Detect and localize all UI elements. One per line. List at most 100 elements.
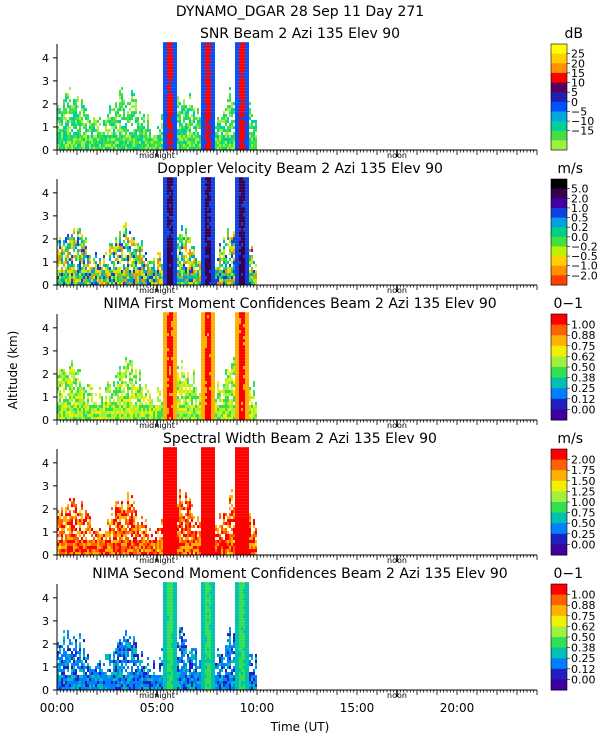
heatmap-cell	[195, 390, 197, 393]
heatmap-cell	[253, 261, 255, 264]
heatmap-cell	[167, 360, 169, 364]
heatmap-cell	[85, 126, 87, 129]
heatmap-cell	[231, 270, 233, 273]
heatmap-cell	[207, 348, 209, 352]
heatmap-cell	[59, 135, 61, 138]
heatmap-cell	[213, 339, 215, 343]
heatmap-cell	[157, 258, 159, 261]
heatmap-cell	[201, 360, 203, 364]
heatmap-cell	[159, 417, 161, 420]
heatmap-cell	[69, 273, 71, 276]
heatmap-cell	[133, 237, 135, 241]
heatmap-cell	[195, 144, 197, 147]
heatmap-cell	[87, 279, 89, 282]
heatmap-cell	[237, 93, 239, 97]
heatmap-cell	[81, 390, 83, 393]
heatmap-cell	[169, 201, 171, 205]
heatmap-cell	[207, 270, 209, 273]
heatmap-cell	[105, 144, 107, 147]
heatmap-cell	[173, 189, 175, 193]
heatmap-cell	[89, 123, 91, 126]
heatmap-cell	[149, 267, 151, 270]
heatmap-cell	[211, 348, 213, 352]
heatmap-cell	[205, 243, 207, 247]
heatmap-cell	[133, 279, 135, 282]
heatmap-cell	[119, 267, 121, 270]
heatmap-cell	[239, 207, 241, 211]
heatmap-cell	[141, 408, 143, 411]
heatmap-cell	[101, 279, 103, 282]
heatmap-cell	[191, 276, 193, 279]
heatmap-cell	[223, 276, 225, 279]
heatmap-cell	[111, 132, 113, 135]
heatmap-cell	[173, 357, 175, 361]
heatmap-cell	[115, 405, 117, 408]
heatmap-cell	[59, 279, 61, 282]
heatmap-cell	[247, 54, 249, 58]
heatmap-cell	[205, 363, 207, 367]
heatmap-cell	[77, 282, 79, 285]
heatmap-cell	[89, 393, 91, 396]
heatmap-cell	[201, 387, 203, 390]
heatmap-cell	[117, 279, 119, 282]
heatmap-cell	[165, 336, 167, 340]
heatmap-cell	[171, 126, 173, 129]
heatmap-cell	[173, 315, 175, 319]
heatmap-cell	[243, 141, 245, 144]
heatmap-cell	[75, 243, 77, 247]
heatmap-cell	[79, 141, 81, 144]
heatmap-cell	[143, 399, 145, 402]
heatmap-cell	[209, 399, 211, 402]
heatmap-cell	[93, 402, 95, 405]
heatmap-cell	[125, 357, 127, 361]
heatmap-cell	[155, 141, 157, 144]
heatmap-cell	[245, 258, 247, 261]
heatmap-cell	[225, 120, 227, 123]
heatmap-cell	[221, 120, 223, 123]
heatmap-cell	[95, 402, 97, 405]
heatmap-cell	[211, 132, 213, 135]
heatmap-cell	[63, 402, 65, 405]
heatmap-cell	[169, 84, 171, 88]
heatmap-cell	[235, 234, 237, 238]
heatmap-cell	[97, 282, 99, 285]
heatmap-cell	[121, 378, 123, 382]
heatmap-cell	[141, 402, 143, 405]
heatmap-cell	[71, 123, 73, 126]
heatmap-cell	[217, 270, 219, 273]
heatmap-cell	[247, 246, 249, 250]
heatmap-cell	[147, 270, 149, 273]
heatmap-cell	[213, 81, 215, 85]
heatmap-cell	[165, 375, 167, 379]
heatmap-cell	[179, 252, 181, 255]
heatmap-cell	[73, 126, 75, 129]
heatmap-cell	[169, 360, 171, 364]
heatmap-cell	[169, 240, 171, 244]
heatmap-cell	[199, 138, 201, 141]
heatmap-cell	[113, 405, 115, 408]
heatmap-cell	[121, 96, 123, 100]
heatmap-cell	[203, 213, 205, 217]
heatmap-cell	[251, 282, 253, 285]
heatmap-cell	[79, 276, 81, 279]
heatmap-cell	[209, 234, 211, 238]
heatmap-cell	[59, 375, 61, 379]
heatmap-cell	[213, 354, 215, 358]
heatmap-cell	[137, 123, 139, 126]
heatmap-cell	[247, 270, 249, 273]
heatmap-cell	[61, 258, 63, 261]
heatmap-cell	[175, 273, 177, 276]
heatmap-cell	[211, 249, 213, 252]
heatmap-cell	[129, 255, 131, 258]
heatmap-cell	[169, 96, 171, 100]
heatmap-cell	[141, 264, 143, 267]
heatmap-cell	[213, 54, 215, 58]
heatmap-cell	[203, 330, 205, 334]
heatmap-cell	[253, 120, 255, 123]
heatmap-cell	[169, 51, 171, 55]
heatmap-cell	[69, 369, 71, 373]
heatmap-cell	[237, 54, 239, 58]
heatmap-cell	[85, 402, 87, 405]
heatmap-cell	[217, 123, 219, 126]
heatmap-cell	[157, 138, 159, 141]
